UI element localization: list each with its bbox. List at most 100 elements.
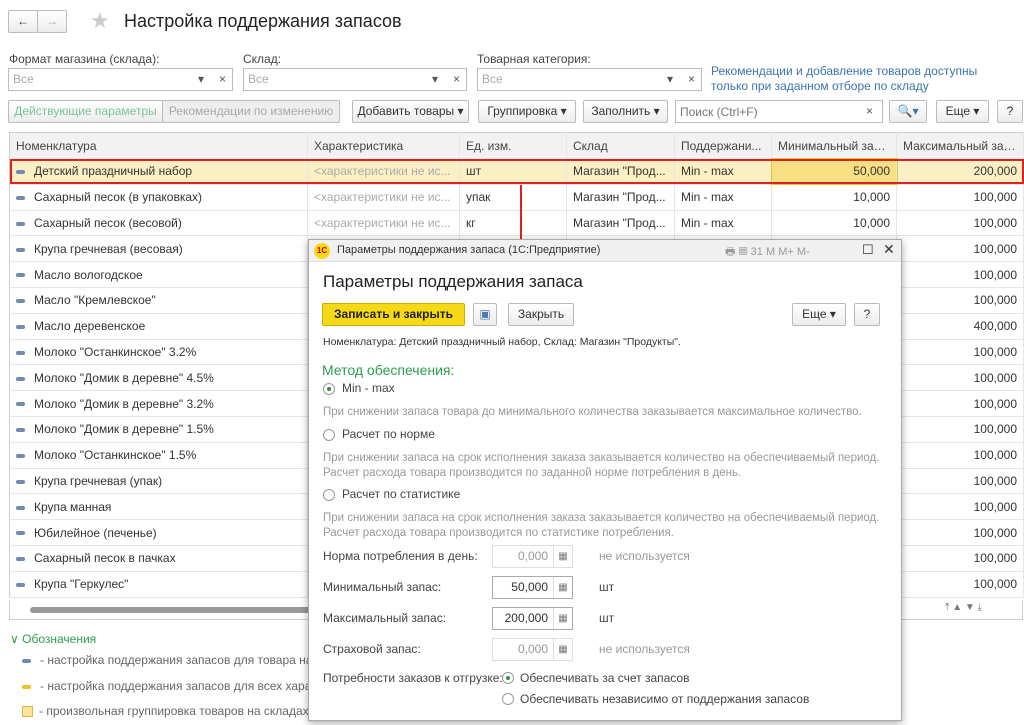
- fill-button[interactable]: Заполнить ▾: [583, 100, 668, 123]
- forward-button[interactable]: →: [37, 10, 67, 33]
- table-cell: Min - max: [674, 158, 772, 185]
- table-cell: Детский праздничный набор: [9, 158, 308, 185]
- table-cell: Молоко "Домик в деревне" 1.5%: [9, 416, 308, 443]
- item-marker-icon: [16, 505, 25, 510]
- safety-field[interactable]: 0,000 ▦: [492, 638, 573, 661]
- max-field[interactable]: 200,000 ▦: [492, 607, 573, 630]
- method-label: Min - max: [342, 381, 395, 395]
- method-hint: При снижении запаса на срок исполнения з…: [323, 512, 880, 539]
- needs-opt2-label: Обеспечивать независимо от поддержания з…: [520, 692, 810, 706]
- item-marker-icon: [16, 170, 25, 175]
- column-header[interactable]: Характеристика: [307, 132, 460, 159]
- search-button[interactable]: 🔍▾: [889, 100, 927, 123]
- warehouse-value: Все: [248, 72, 269, 86]
- legend-item: - настройка поддержания запасов для това…: [22, 653, 322, 667]
- method-label: Расчет по норме: [342, 427, 435, 441]
- method-hint: При снижении запаса на срок исполнения з…: [323, 452, 880, 479]
- item-marker-icon: [16, 582, 25, 587]
- table-cell: Масло "Кремлевское": [9, 287, 308, 314]
- legend-item: - произвольная группировка товаров на ск…: [22, 704, 312, 718]
- item-marker-icon: [16, 402, 25, 407]
- window-title: Параметры поддержания запаса (1С:Предпри…: [337, 244, 601, 256]
- table-cell: 100,000: [896, 235, 1024, 263]
- table-cell: Молоко "Домик в деревне" 4.5%: [9, 364, 308, 392]
- column-header[interactable]: Ед. изм.: [459, 132, 567, 159]
- save-close-button[interactable]: Записать и закрыть: [322, 303, 465, 326]
- close-button[interactable]: Закрыть: [508, 303, 574, 326]
- scroll-thumb[interactable]: [30, 607, 320, 613]
- help-button[interactable]: ?: [997, 100, 1023, 123]
- clear-search-icon[interactable]: ×: [866, 104, 874, 118]
- table-cell: 100,000: [896, 184, 1024, 211]
- column-header[interactable]: Склад: [566, 132, 675, 159]
- needs-label: Потребности заказов к отгрузке:: [323, 671, 503, 685]
- method-radio[interactable]: [323, 383, 335, 395]
- format-field[interactable]: Все ▾ ×: [8, 68, 233, 91]
- method-radio[interactable]: [323, 489, 335, 501]
- favorite-star-icon[interactable]: ★: [90, 8, 110, 33]
- warehouse-field[interactable]: Все ▾ ×: [243, 68, 467, 91]
- add-goods-button[interactable]: Добавить товары ▾: [352, 100, 469, 123]
- table-cell: 100,000: [896, 390, 1024, 417]
- item-marker-icon: [16, 479, 25, 484]
- table-row[interactable]: Сахарный песок (весовой) <характеристики …: [9, 210, 1024, 237]
- 1c-logo-icon: 1С: [314, 243, 330, 259]
- table-cell: 100,000: [896, 571, 1024, 598]
- needs-radio-stock[interactable]: [502, 672, 514, 684]
- column-header[interactable]: Максимальный запас: [896, 132, 1024, 159]
- category-label: Товарная категория:: [477, 52, 591, 66]
- table-cell: Крупа гречневая (весовая): [9, 235, 308, 263]
- item-marker-icon: [16, 196, 25, 201]
- column-header[interactable]: Минимальный запас: [771, 132, 897, 159]
- table-cell: Молоко "Домик в деревне" 3.2%: [9, 390, 308, 417]
- more-button[interactable]: Еще ▾: [936, 100, 989, 123]
- table-row[interactable]: Сахарный песок (в упаковках) <характерист…: [9, 184, 1024, 211]
- table-cell: 100,000: [896, 287, 1024, 314]
- save-icon[interactable]: ▣: [473, 303, 497, 326]
- window-tools[interactable]: 🖶 ▦ 31 M M+ M-: [725, 246, 810, 258]
- item-marker-icon: [16, 221, 25, 226]
- norm-label: Норма потребления в день:: [323, 549, 478, 563]
- column-header[interactable]: Номенклатура: [9, 132, 308, 159]
- table-row[interactable]: Детский праздничный набор <характеристики…: [9, 157, 1024, 186]
- item-marker-icon: [16, 428, 25, 433]
- needs-radio-independent[interactable]: [502, 693, 514, 705]
- item-marker-icon: [16, 557, 25, 562]
- table-cell: 100,000: [896, 519, 1024, 546]
- table-cell: упак: [459, 184, 567, 211]
- grouping-button[interactable]: Группировка ▾: [478, 100, 576, 123]
- legend-toggle[interactable]: ∨ Обозначения: [10, 632, 97, 646]
- maximize-icon[interactable]: ☐: [862, 242, 874, 257]
- method-radio[interactable]: [323, 429, 335, 441]
- item-marker-icon: [16, 273, 25, 278]
- calculator-icon: ▦: [553, 577, 572, 598]
- norm-field[interactable]: 0,000 ▦: [492, 545, 573, 568]
- table-cell: 100,000: [896, 339, 1024, 366]
- tab-active-params[interactable]: Действующие параметры: [8, 100, 163, 123]
- calculator-icon: ▦: [553, 608, 572, 629]
- dialog-info: Номенклатура: Детский праздничный набор,…: [323, 336, 681, 348]
- search-input[interactable]: [675, 100, 883, 123]
- back-button[interactable]: ←: [8, 10, 38, 33]
- table-cell: шт: [459, 158, 567, 185]
- item-marker-icon: [16, 453, 25, 458]
- table-cell: <характеристики не ис...: [307, 210, 460, 237]
- column-header[interactable]: Поддержани...: [674, 132, 772, 159]
- table-cell: Магазин "Прод...: [566, 210, 675, 237]
- dialog-more-button[interactable]: Еще ▾: [792, 303, 846, 326]
- dialog-help-button[interactable]: ?: [854, 303, 880, 326]
- table-cell: кг: [459, 210, 567, 237]
- tab-recommendations[interactable]: Рекомендации по изменению: [162, 100, 340, 123]
- table-cell: <характеристики не ис...: [307, 158, 460, 185]
- table-cell: 100,000: [896, 442, 1024, 469]
- table-cell: 10,000: [771, 184, 897, 211]
- table-cell: Юбилейное (печенье): [9, 519, 308, 546]
- table-cell: 10,000: [771, 210, 897, 237]
- item-marker-icon: [16, 325, 25, 329]
- scroll-nav-icons[interactable]: ⤒ ▲ ▼ ⤓: [945, 602, 982, 613]
- table-cell: 100,000: [896, 416, 1024, 443]
- min-field[interactable]: 50,000 ▦: [492, 576, 573, 599]
- category-field[interactable]: Все ▾ ×: [477, 68, 702, 91]
- close-icon[interactable]: ✕: [883, 241, 895, 257]
- table-cell: Крупа "Геркулес": [9, 571, 308, 598]
